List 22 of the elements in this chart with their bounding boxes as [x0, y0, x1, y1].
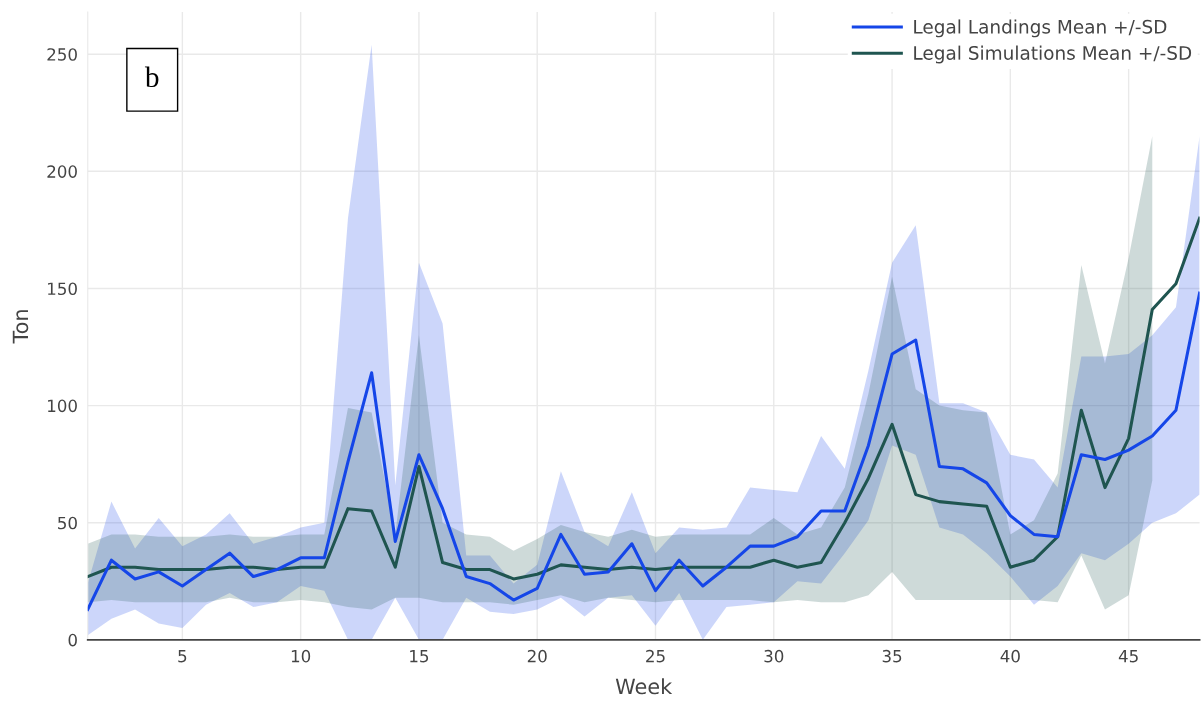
- x-tick-label: 25: [646, 649, 665, 663]
- line-series: [87, 291, 1200, 611]
- annotation: b: [144, 66, 159, 88]
- y-tick-label: 200: [47, 165, 77, 178]
- x-tick-label: 10: [291, 649, 311, 663]
- x-tick-label: 35: [882, 649, 902, 663]
- y-tick-label: 250: [47, 48, 77, 61]
- x-tick-label: 20: [527, 649, 547, 663]
- legend-label: Legal Landings Mean +/-SD: [914, 19, 1167, 38]
- y-tick-label: 150: [48, 282, 77, 296]
- y-tick-label: 50: [58, 516, 77, 530]
- x-tick-label: 40: [1000, 649, 1020, 663]
- legend-label: Legal Simulations Mean +/-SD: [914, 45, 1192, 64]
- x-tick-label: 30: [764, 649, 784, 663]
- y-tick-label: 0: [68, 633, 77, 647]
- x-tick-label: 15: [410, 650, 429, 663]
- y-axis-title: Ton: [12, 310, 29, 344]
- x-axis-title: Week: [615, 678, 673, 695]
- x-tick-label: 5: [178, 650, 187, 663]
- line-series: [87, 216, 1200, 581]
- x-tick-label: 45: [1118, 650, 1138, 663]
- y-tick-label: 100: [48, 399, 77, 413]
